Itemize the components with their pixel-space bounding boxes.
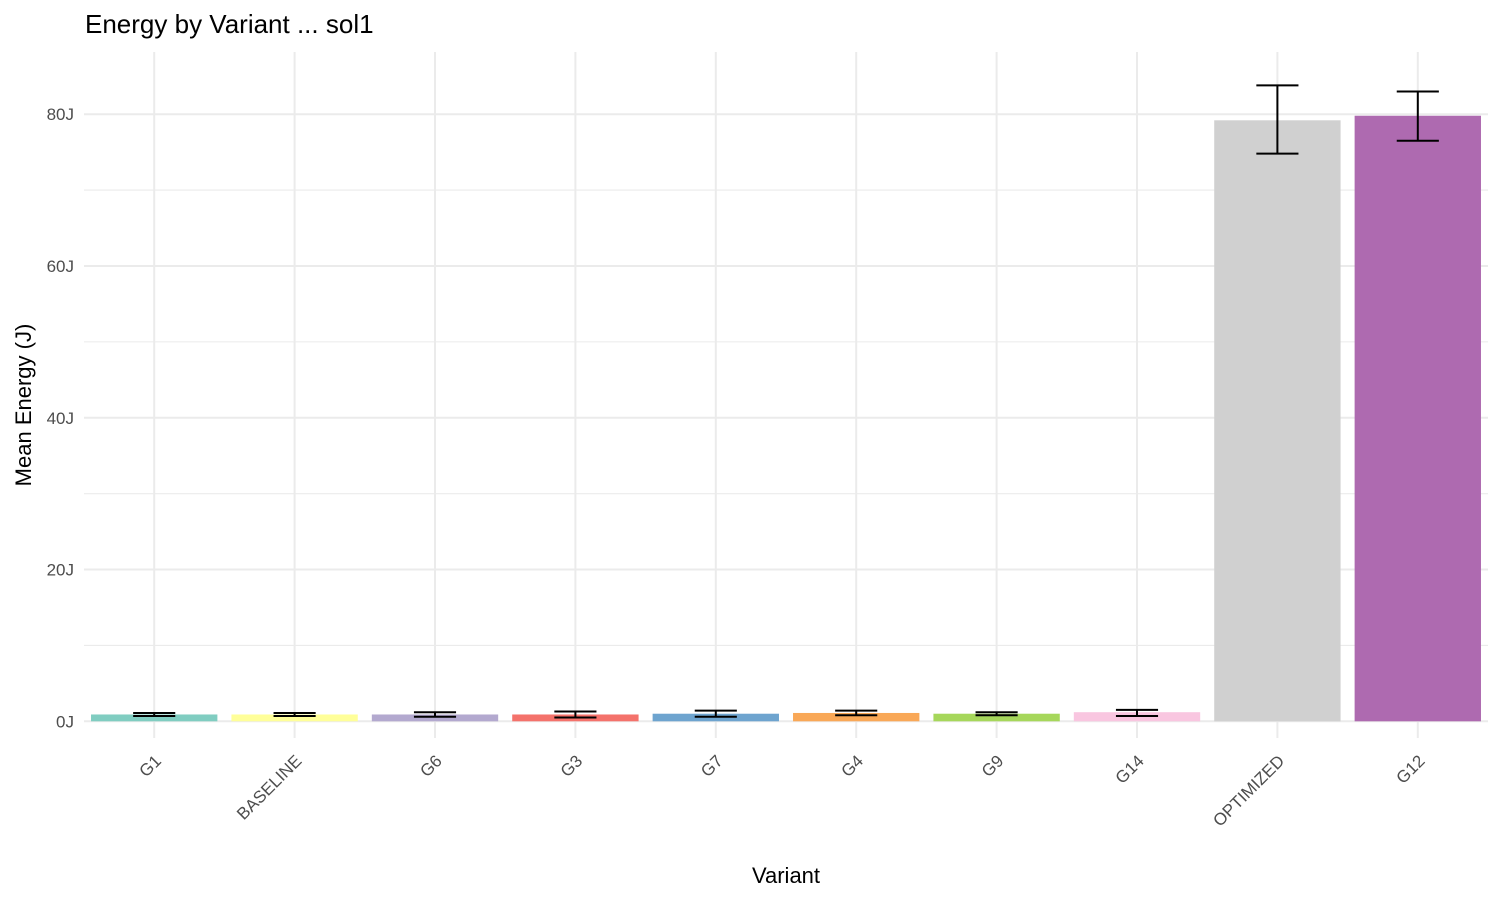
x-tick-label: G9	[978, 751, 1007, 780]
x-tick-label: G4	[838, 751, 867, 780]
x-axis-title: Variant	[752, 863, 820, 888]
error-bar-g1	[133, 711, 176, 717]
y-tick-label: 40J	[47, 409, 74, 428]
error-bar-g6	[413, 711, 457, 718]
error-bar-g9	[975, 711, 1018, 717]
error-bar-g12	[1396, 90, 1439, 142]
x-tick-label: OPTIMIZED	[1209, 751, 1288, 830]
y-tick-label: 0J	[56, 712, 74, 731]
x-tick-labels: G1 BASELINE G6 G3 G7 G4 G9 G14 OPTIMIZED G12	[136, 751, 1429, 830]
y-tick-label: 60J	[47, 257, 74, 276]
bar-g12	[1354, 115, 1481, 722]
y-tick-label: 20J	[47, 561, 74, 580]
x-tick-label: G7	[697, 751, 726, 780]
x-tick-label: G6	[416, 751, 445, 780]
bar-baseline	[231, 714, 358, 722]
bar-g9	[933, 713, 1060, 722]
x-tick-label: BASELINE	[233, 751, 305, 823]
x-tick-label: G1	[136, 751, 165, 780]
bar-g6	[371, 714, 499, 722]
error-bar-baseline	[273, 711, 316, 717]
error-bar-g3	[554, 710, 597, 719]
y-tick-label: 80J	[47, 105, 74, 124]
x-tick-label: G14	[1112, 751, 1148, 787]
bar-g4	[793, 712, 920, 722]
x-tick-label: G3	[557, 751, 586, 780]
error-bars	[133, 84, 1439, 719]
bar-g1	[91, 714, 218, 722]
chart-title: Energy by Variant ... sol1	[85, 9, 374, 39]
y-tick-labels: 0J 20J 40J 60J 80J	[47, 105, 74, 731]
y-axis-title: Mean Energy (J)	[11, 324, 36, 487]
x-tick-label: G12	[1392, 751, 1428, 787]
bars	[91, 115, 1481, 722]
error-bar-g14	[1115, 708, 1159, 717]
bar-optimized	[1214, 120, 1341, 722]
error-bar-g4	[835, 709, 878, 717]
error-bar-g7	[694, 709, 737, 718]
error-bar-optimized	[1256, 84, 1299, 155]
